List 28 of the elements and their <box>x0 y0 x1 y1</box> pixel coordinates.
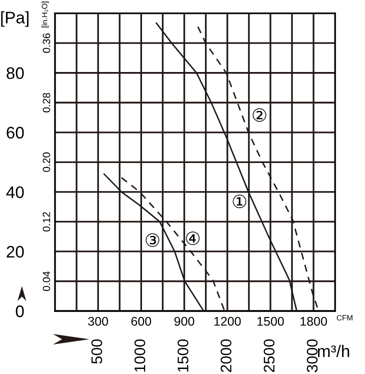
y2-tick-label: 0.28 <box>42 92 50 112</box>
x-tick-label: 1800 <box>300 316 327 326</box>
x-tick-label: 1500 <box>257 316 284 326</box>
annotation: ④ <box>186 232 200 246</box>
y2-tick-label: 0.04 <box>42 271 50 291</box>
x-tick-label: 1200 <box>214 316 241 326</box>
x2-tick-label: 2500 <box>264 339 275 372</box>
y2-tick-label: 0.12 <box>42 212 50 232</box>
y-tick-label: 80 <box>6 67 24 80</box>
annotation: ① <box>232 194 246 208</box>
x2-tick-label: 1500 <box>178 339 188 372</box>
x2-axis-title: m³/h <box>318 344 350 358</box>
y-tick-label: 20 <box>6 246 24 258</box>
x2-tick-label: 500 <box>91 339 102 364</box>
annotation: ② <box>252 108 266 122</box>
y2-tick-label: 0.20 <box>42 152 50 172</box>
y-tick-label: 0 <box>16 305 24 318</box>
x-tick-label: 300 <box>88 316 108 326</box>
x-tick-label: 600 <box>131 316 152 326</box>
x2-tick-label: 3000 <box>306 339 318 372</box>
x-tick-label: 900 <box>174 316 194 326</box>
annotation: ③ <box>146 233 160 247</box>
y2-tick-label: 0.36 <box>42 33 50 53</box>
y-tick-label: 40 <box>6 186 24 198</box>
x2-tick-label: 2000 <box>220 339 232 372</box>
y-tick-label: 60 <box>6 126 24 139</box>
y-axis-title: [Pa] <box>1 11 28 27</box>
x2-tick-label: 1000 <box>134 339 146 372</box>
